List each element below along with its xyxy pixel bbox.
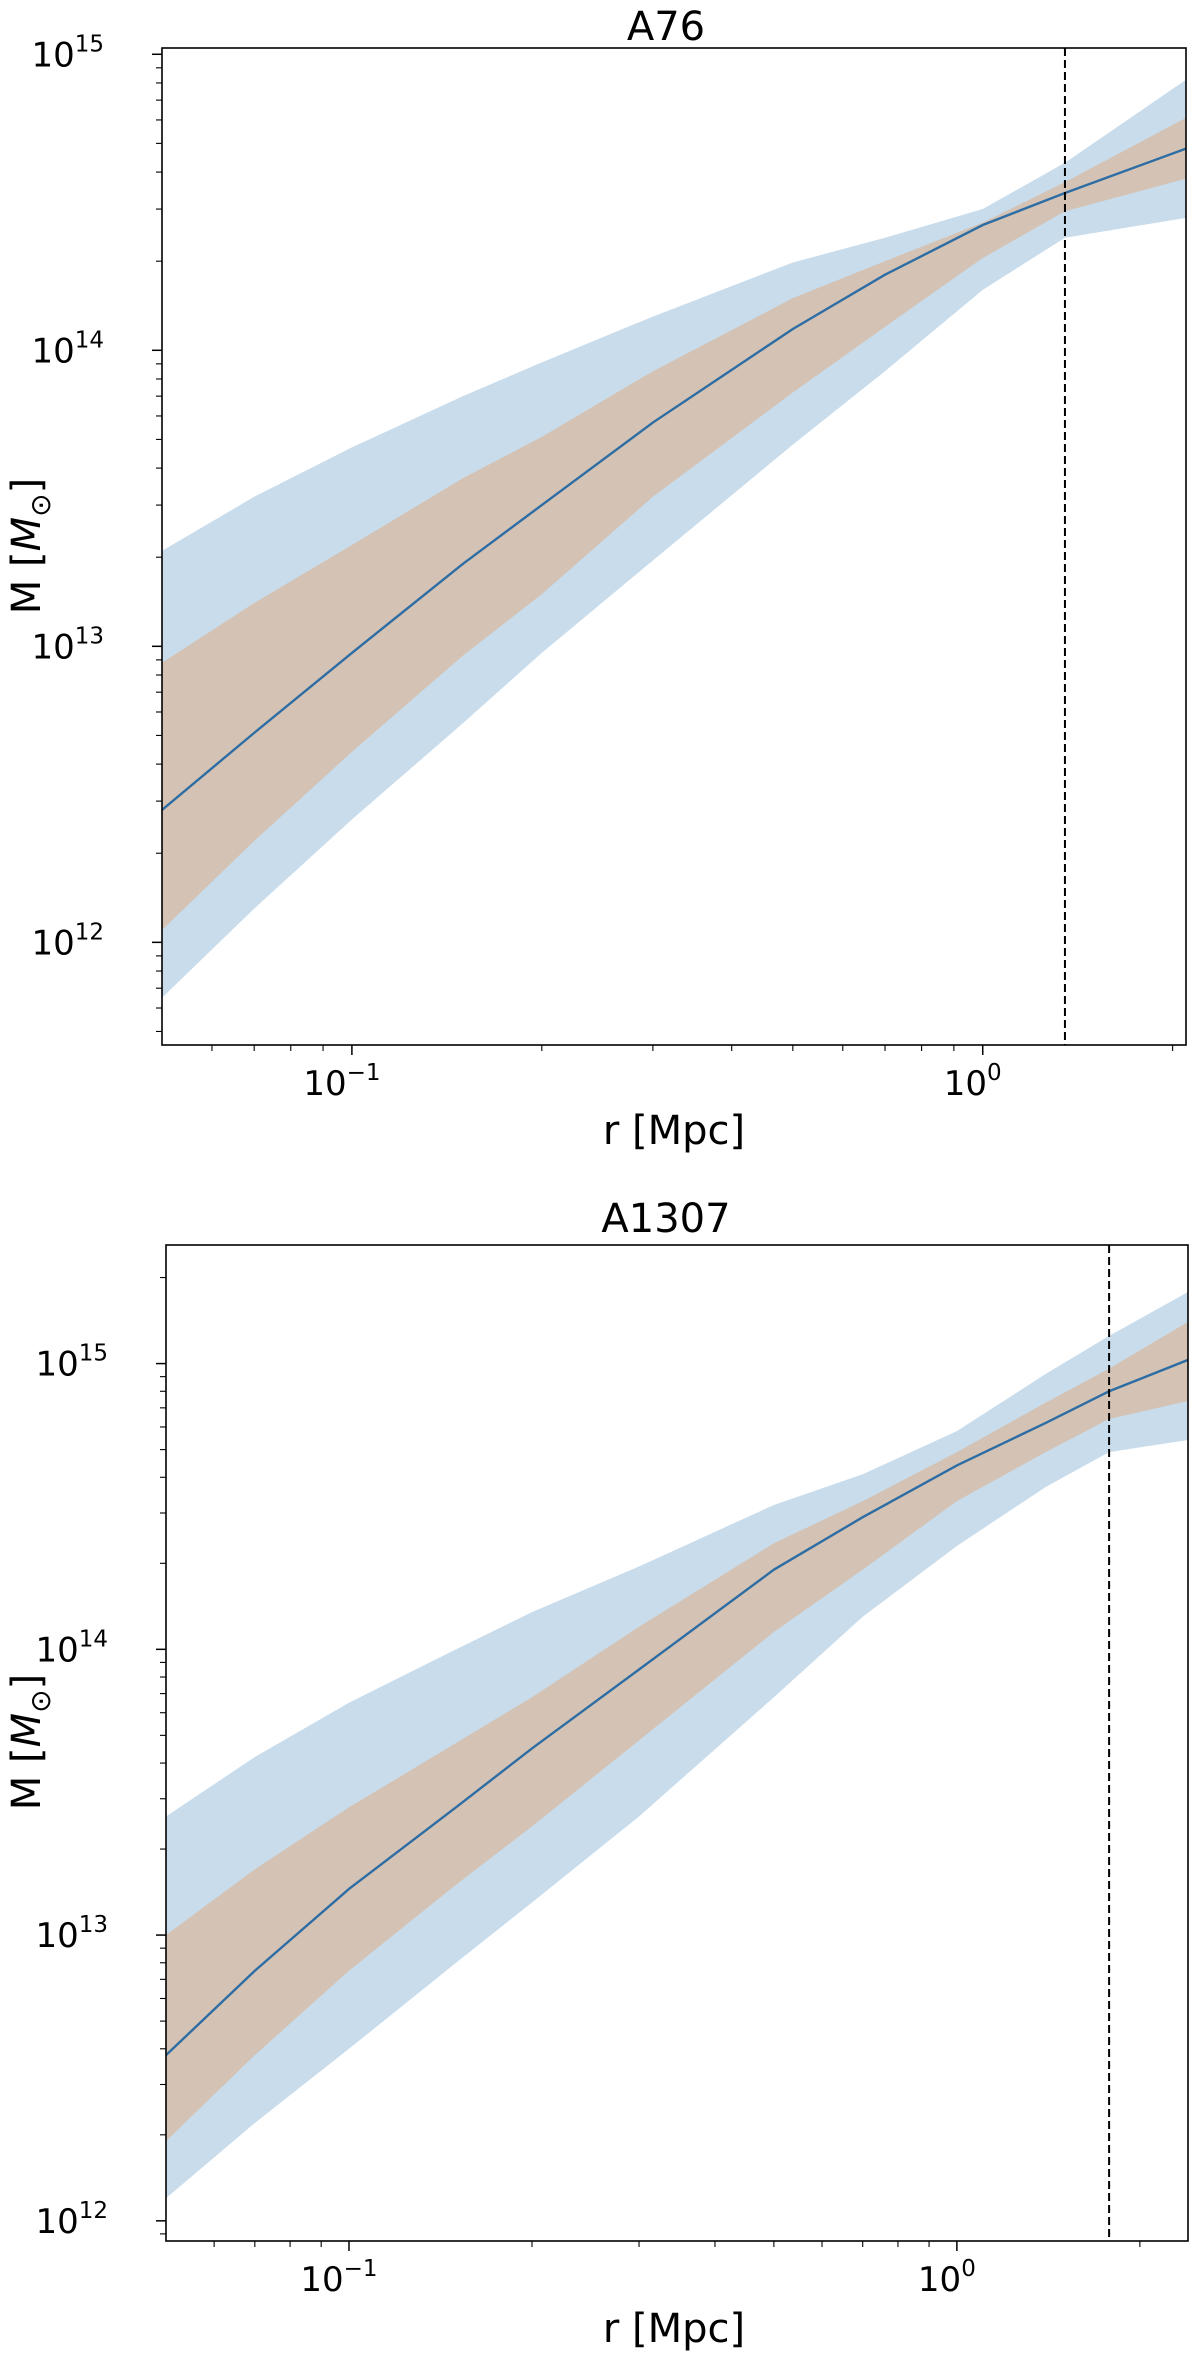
x-tick-label: 100 [944, 1060, 1002, 1104]
y-tick-label: 1015 [35, 1341, 108, 1385]
x-tick-label: 10−1 [300, 2256, 377, 2300]
y-tick-label: 1013 [35, 1912, 108, 1956]
x-axis-ticks: 10−1 100 [211, 1045, 1174, 1104]
plot-frame [165, 1244, 1189, 2242]
mass-profile-curve [166, 1358, 1188, 2057]
y-tick-label: 1012 [35, 2198, 108, 2242]
best-fit-line [162, 147, 1186, 811]
y-tick-label: 1014 [35, 1626, 108, 1670]
chart-panel-a1307: A1307 10−1 100 1012 1013 1014 1015 r [Mpc] M… [4, 1196, 1189, 2352]
y-axis-ticks: 1012 1013 1014 1015 [31, 31, 162, 1033]
x-axis-label: r [Mpc] [603, 1108, 745, 1154]
y-tick-label: 1012 [31, 919, 104, 963]
inner-confidence-band [162, 117, 1186, 931]
plot-frame [161, 47, 1187, 1046]
y-axis-label: M [M⊙] [4, 1674, 57, 1810]
x-axis-label: r [Mpc] [603, 2306, 745, 2352]
confidence-bands [162, 79, 1186, 998]
outer-confidence-band [162, 79, 1186, 998]
chart-panel-a76: A76 10−1 100 1012 1013 1014 1015 r [Mpc] M [… [4, 4, 1187, 1154]
y-axis-ticks: 1012 1013 1014 1015 [35, 1277, 166, 2242]
x-tick-label: 10−1 [303, 1060, 380, 1104]
best-fit-line [166, 1358, 1188, 2057]
chart-title: A1307 [601, 1196, 730, 1242]
y-tick-label: 1013 [31, 623, 104, 667]
chart-title: A76 [627, 4, 705, 50]
x-tick-label: 100 [918, 2256, 976, 2300]
y-axis-label: M [M⊙] [4, 478, 57, 614]
mass-profile-curve [162, 147, 1186, 811]
y-tick-label: 1015 [31, 31, 104, 75]
y-tick-label: 1014 [31, 327, 104, 371]
x-axis-ticks: 10−1 100 [213, 2241, 1141, 2300]
